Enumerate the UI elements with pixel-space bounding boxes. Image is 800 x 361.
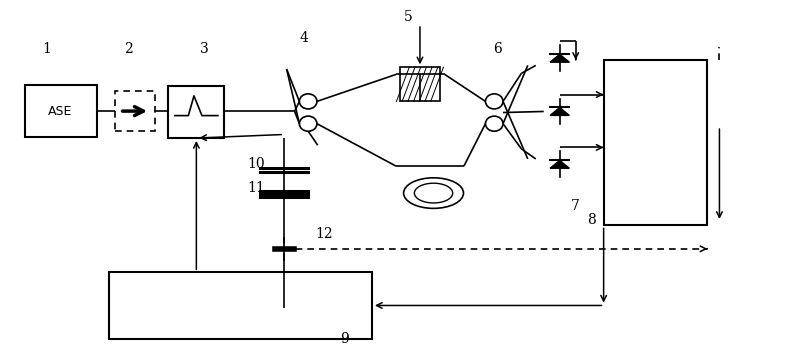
FancyBboxPatch shape <box>115 91 155 131</box>
Text: 2: 2 <box>124 42 133 56</box>
Polygon shape <box>550 54 570 62</box>
Text: 5: 5 <box>404 10 412 24</box>
Text: 1: 1 <box>42 42 51 56</box>
Text: 3: 3 <box>200 42 209 56</box>
FancyBboxPatch shape <box>604 60 707 226</box>
FancyBboxPatch shape <box>169 86 224 138</box>
FancyBboxPatch shape <box>109 272 372 339</box>
FancyBboxPatch shape <box>400 67 440 101</box>
Text: 9: 9 <box>340 332 349 346</box>
Text: 8: 8 <box>587 213 596 227</box>
Text: 10: 10 <box>247 157 265 171</box>
Text: 6: 6 <box>493 42 502 56</box>
Text: ASE: ASE <box>49 105 73 118</box>
Text: 11: 11 <box>247 181 265 195</box>
Text: 12: 12 <box>315 227 333 242</box>
Polygon shape <box>550 160 570 168</box>
Text: 7: 7 <box>571 199 580 213</box>
Polygon shape <box>550 108 570 116</box>
Text: 4: 4 <box>300 31 309 45</box>
FancyBboxPatch shape <box>25 85 97 137</box>
